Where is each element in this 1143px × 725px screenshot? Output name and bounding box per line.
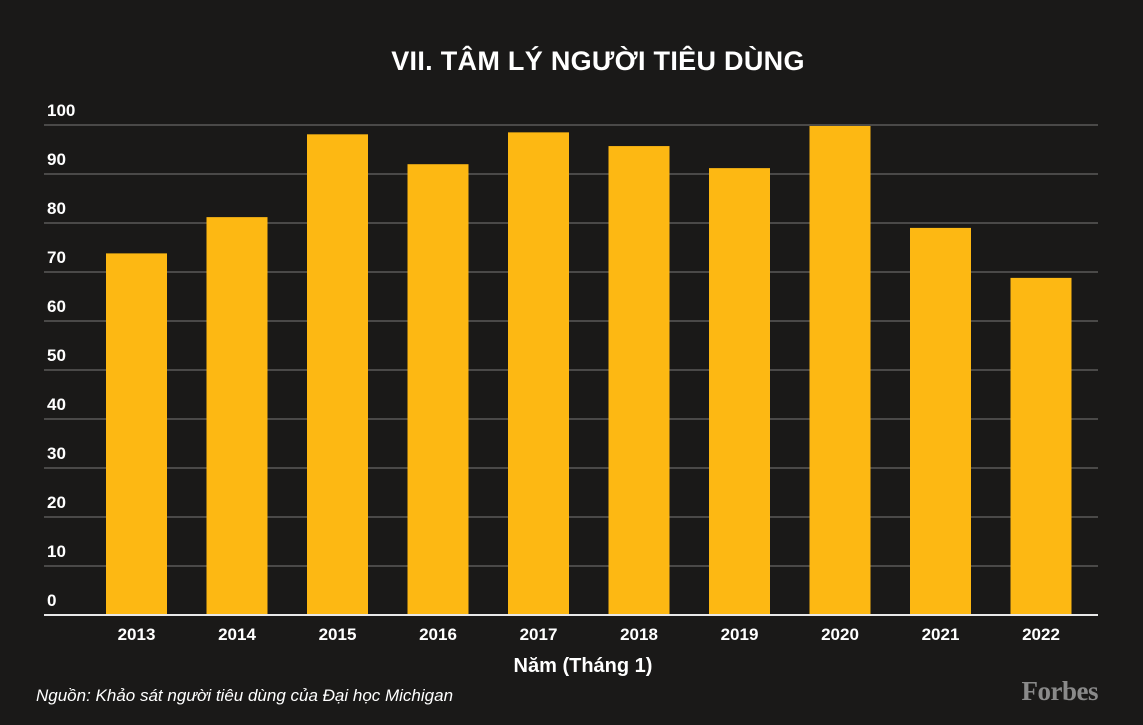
bar-2021 [910,227,971,615]
x-tick-label: 2018 [620,625,658,644]
x-tick-label: 2022 [1022,625,1060,644]
y-tick-label: 40 [47,395,66,414]
x-tick-label: 2015 [319,625,357,644]
x-tick-label: 2013 [118,625,156,644]
y-tick-label: 50 [47,346,66,365]
x-tick-label: 2021 [922,625,960,644]
bar-2022 [1010,277,1072,615]
x-tick-label: 2016 [419,625,457,644]
forbes-logo: Forbes [1021,676,1099,706]
x-tick-label: 2014 [218,625,256,644]
x-tick-label: 2020 [821,625,859,644]
y-tick-label: 10 [47,542,66,561]
y-tick-label: 60 [47,297,66,316]
y-tick-label: 90 [47,150,66,169]
bar-2017 [508,132,569,615]
bar-2020 [809,125,871,615]
bar-2015 [307,134,368,615]
y-tick-label: 100 [47,101,75,120]
y-tick-label: 30 [47,444,66,463]
x-tick-label: 2017 [520,625,558,644]
source-note: Nguồn: Khảo sát người tiêu dùng của Đại … [36,686,454,705]
bar-2013 [106,253,167,615]
x-tick-label: 2019 [721,625,759,644]
bar-2019 [709,168,770,615]
y-tick-label: 0 [47,591,56,610]
y-tick-label: 70 [47,248,66,267]
x-axis-label: Năm (Tháng 1) [514,655,653,677]
y-tick-label: 80 [47,199,66,218]
chart-title: VII. TÂM LÝ NGƯỜI TIÊU DÙNG [391,46,805,76]
bar-2016 [407,164,469,615]
bar-2014 [206,217,268,615]
bar-2018 [608,146,670,615]
y-tick-label: 20 [47,493,66,512]
